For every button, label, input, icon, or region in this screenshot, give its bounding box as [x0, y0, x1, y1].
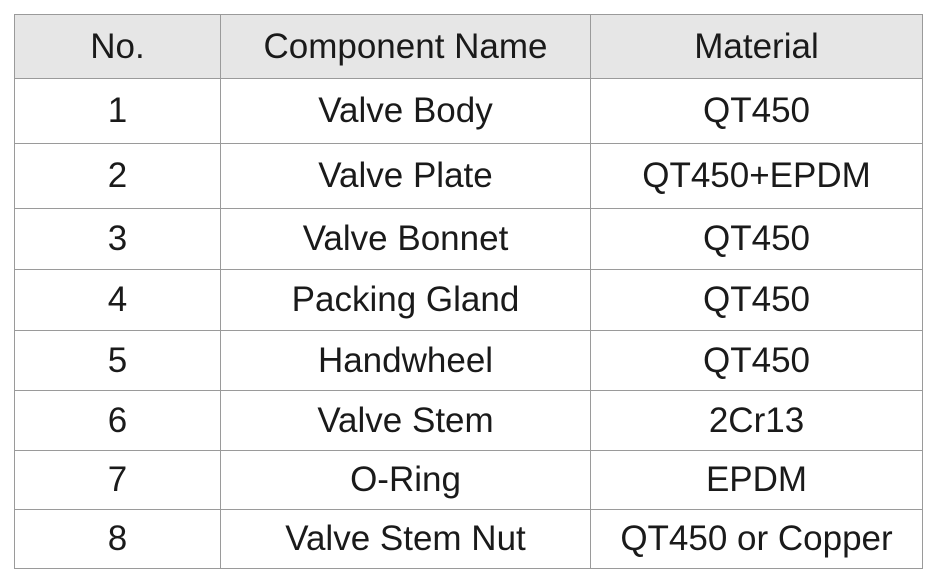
table-cell: Valve Plate	[220, 143, 591, 209]
table-cell: 2	[14, 143, 221, 209]
table-cell: 7	[14, 450, 221, 510]
table-cell: 6	[14, 390, 221, 451]
table-row: 2 Valve Plate QT450+EPDM	[14, 143, 923, 209]
table-row: 7 O-Ring EPDM	[14, 450, 923, 510]
table-cell: Valve Body	[220, 78, 591, 144]
table-cell: Valve Stem Nut	[220, 509, 591, 569]
table-row: 4 Packing Gland QT450	[14, 269, 923, 331]
table-cell: QT450	[590, 208, 923, 270]
table-cell: Handwheel	[220, 330, 591, 391]
table-row: 1 Valve Body QT450	[14, 78, 923, 144]
table-cell: 4	[14, 269, 221, 331]
table-header: No. Component Name Material	[14, 14, 923, 79]
table-cell: 3	[14, 208, 221, 270]
header-cell: Material	[590, 14, 923, 79]
table-row: 8 Valve Stem Nut QT450 or Copper	[14, 509, 923, 569]
table-cell: Valve Stem	[220, 390, 591, 451]
table-cell: 8	[14, 509, 221, 569]
header-row: No. Component Name Material	[14, 14, 923, 79]
table-cell: QT450	[590, 330, 923, 391]
header-cell: No.	[14, 14, 221, 79]
table-cell: QT450 or Copper	[590, 509, 923, 569]
table-cell: Packing Gland	[220, 269, 591, 331]
table-cell: EPDM	[590, 450, 923, 510]
table-cell: QT450+EPDM	[590, 143, 923, 209]
table-row: 3 Valve Bonnet QT450	[14, 208, 923, 270]
header-cell: Component Name	[220, 14, 591, 79]
table-row: 5 Handwheel QT450	[14, 330, 923, 391]
table-body: 1 Valve Body QT450 2 Valve Plate QT450+EPDM 3 V…	[14, 78, 923, 569]
table-cell: O-Ring	[220, 450, 591, 510]
table-cell: 5	[14, 330, 221, 391]
components-table: No. Component Name Material 1 Valve Body Q…	[14, 14, 923, 569]
table-cell: QT450	[590, 269, 923, 331]
table-cell: Valve Bonnet	[220, 208, 591, 270]
table-cell: QT450	[590, 78, 923, 144]
table-cell: 2Cr13	[590, 390, 923, 451]
table-row: 6 Valve Stem 2Cr13	[14, 390, 923, 451]
table-cell: 1	[14, 78, 221, 144]
